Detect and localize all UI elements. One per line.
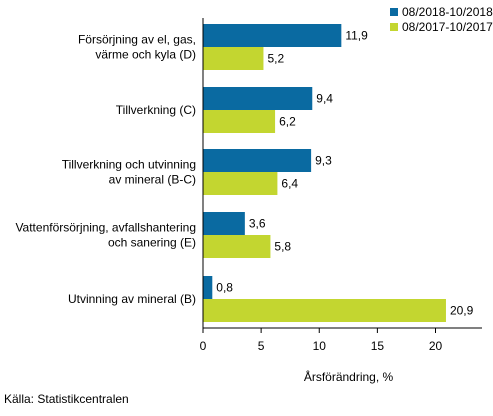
value-labels-group: 11,9 5,2 9,4 6,2 9,3 6,4 3,6 5,8 0,8 20,9 <box>216 29 473 318</box>
category-label: Utvinning av mineral (B) <box>68 292 196 306</box>
x-tick-label: 15 <box>371 339 385 353</box>
bar-value-label: 9,4 <box>316 92 333 106</box>
x-tick-label: 5 <box>258 339 265 353</box>
bar-value-label: 11,9 <box>345 29 368 43</box>
legend-label: 08/2017-10/2017 <box>402 20 493 34</box>
bar-series1 <box>203 87 313 110</box>
x-tick-label: 10 <box>313 339 327 353</box>
bar-series2 <box>203 235 271 258</box>
bar-value-label: 0,8 <box>216 281 233 295</box>
bar-series2 <box>203 110 276 133</box>
category-label: Försörjning av el, gas, värme och kyla (D… <box>78 33 196 62</box>
bars-group <box>203 24 446 322</box>
bar-value-label: 9,3 <box>315 154 332 168</box>
x-tick-label: 0 <box>200 339 207 353</box>
category-label: Tillverkning (C) <box>116 103 196 117</box>
bar-value-label: 6,4 <box>281 177 298 191</box>
x-axis-title: Årsförändring, % <box>304 369 394 384</box>
source-note: Källa: Statistikcentralen <box>4 392 129 406</box>
legend-swatch <box>390 8 398 16</box>
legend-label: 08/2018-10/2018 <box>402 5 493 19</box>
bar-series2 <box>203 172 278 195</box>
category-label: Tillverkning och utvinning av mineral (B-… <box>62 158 196 187</box>
bar-series1 <box>203 149 312 172</box>
bar-series1 <box>203 24 342 47</box>
bar-value-label: 20,9 <box>450 304 474 318</box>
x-tick-label: 20 <box>429 339 443 353</box>
bar-value-label: 3,6 <box>249 217 266 231</box>
category-label: Vattenförsörjning, avfallshantering och s… <box>15 221 196 250</box>
bar-value-label: 6,2 <box>279 115 296 129</box>
bar-value-label: 5,2 <box>267 52 284 66</box>
bar-series2 <box>203 47 264 70</box>
legend-swatch <box>390 23 398 31</box>
bar-value-label: 5,8 <box>274 240 291 254</box>
category-labels-group: Försörjning av el, gas, värme och kyla (D… <box>15 33 196 307</box>
bar-series2 <box>203 299 446 322</box>
bar-series1 <box>203 276 213 299</box>
bar-series1 <box>203 212 245 235</box>
x-axis: 0 5 10 15 20 <box>200 18 482 353</box>
